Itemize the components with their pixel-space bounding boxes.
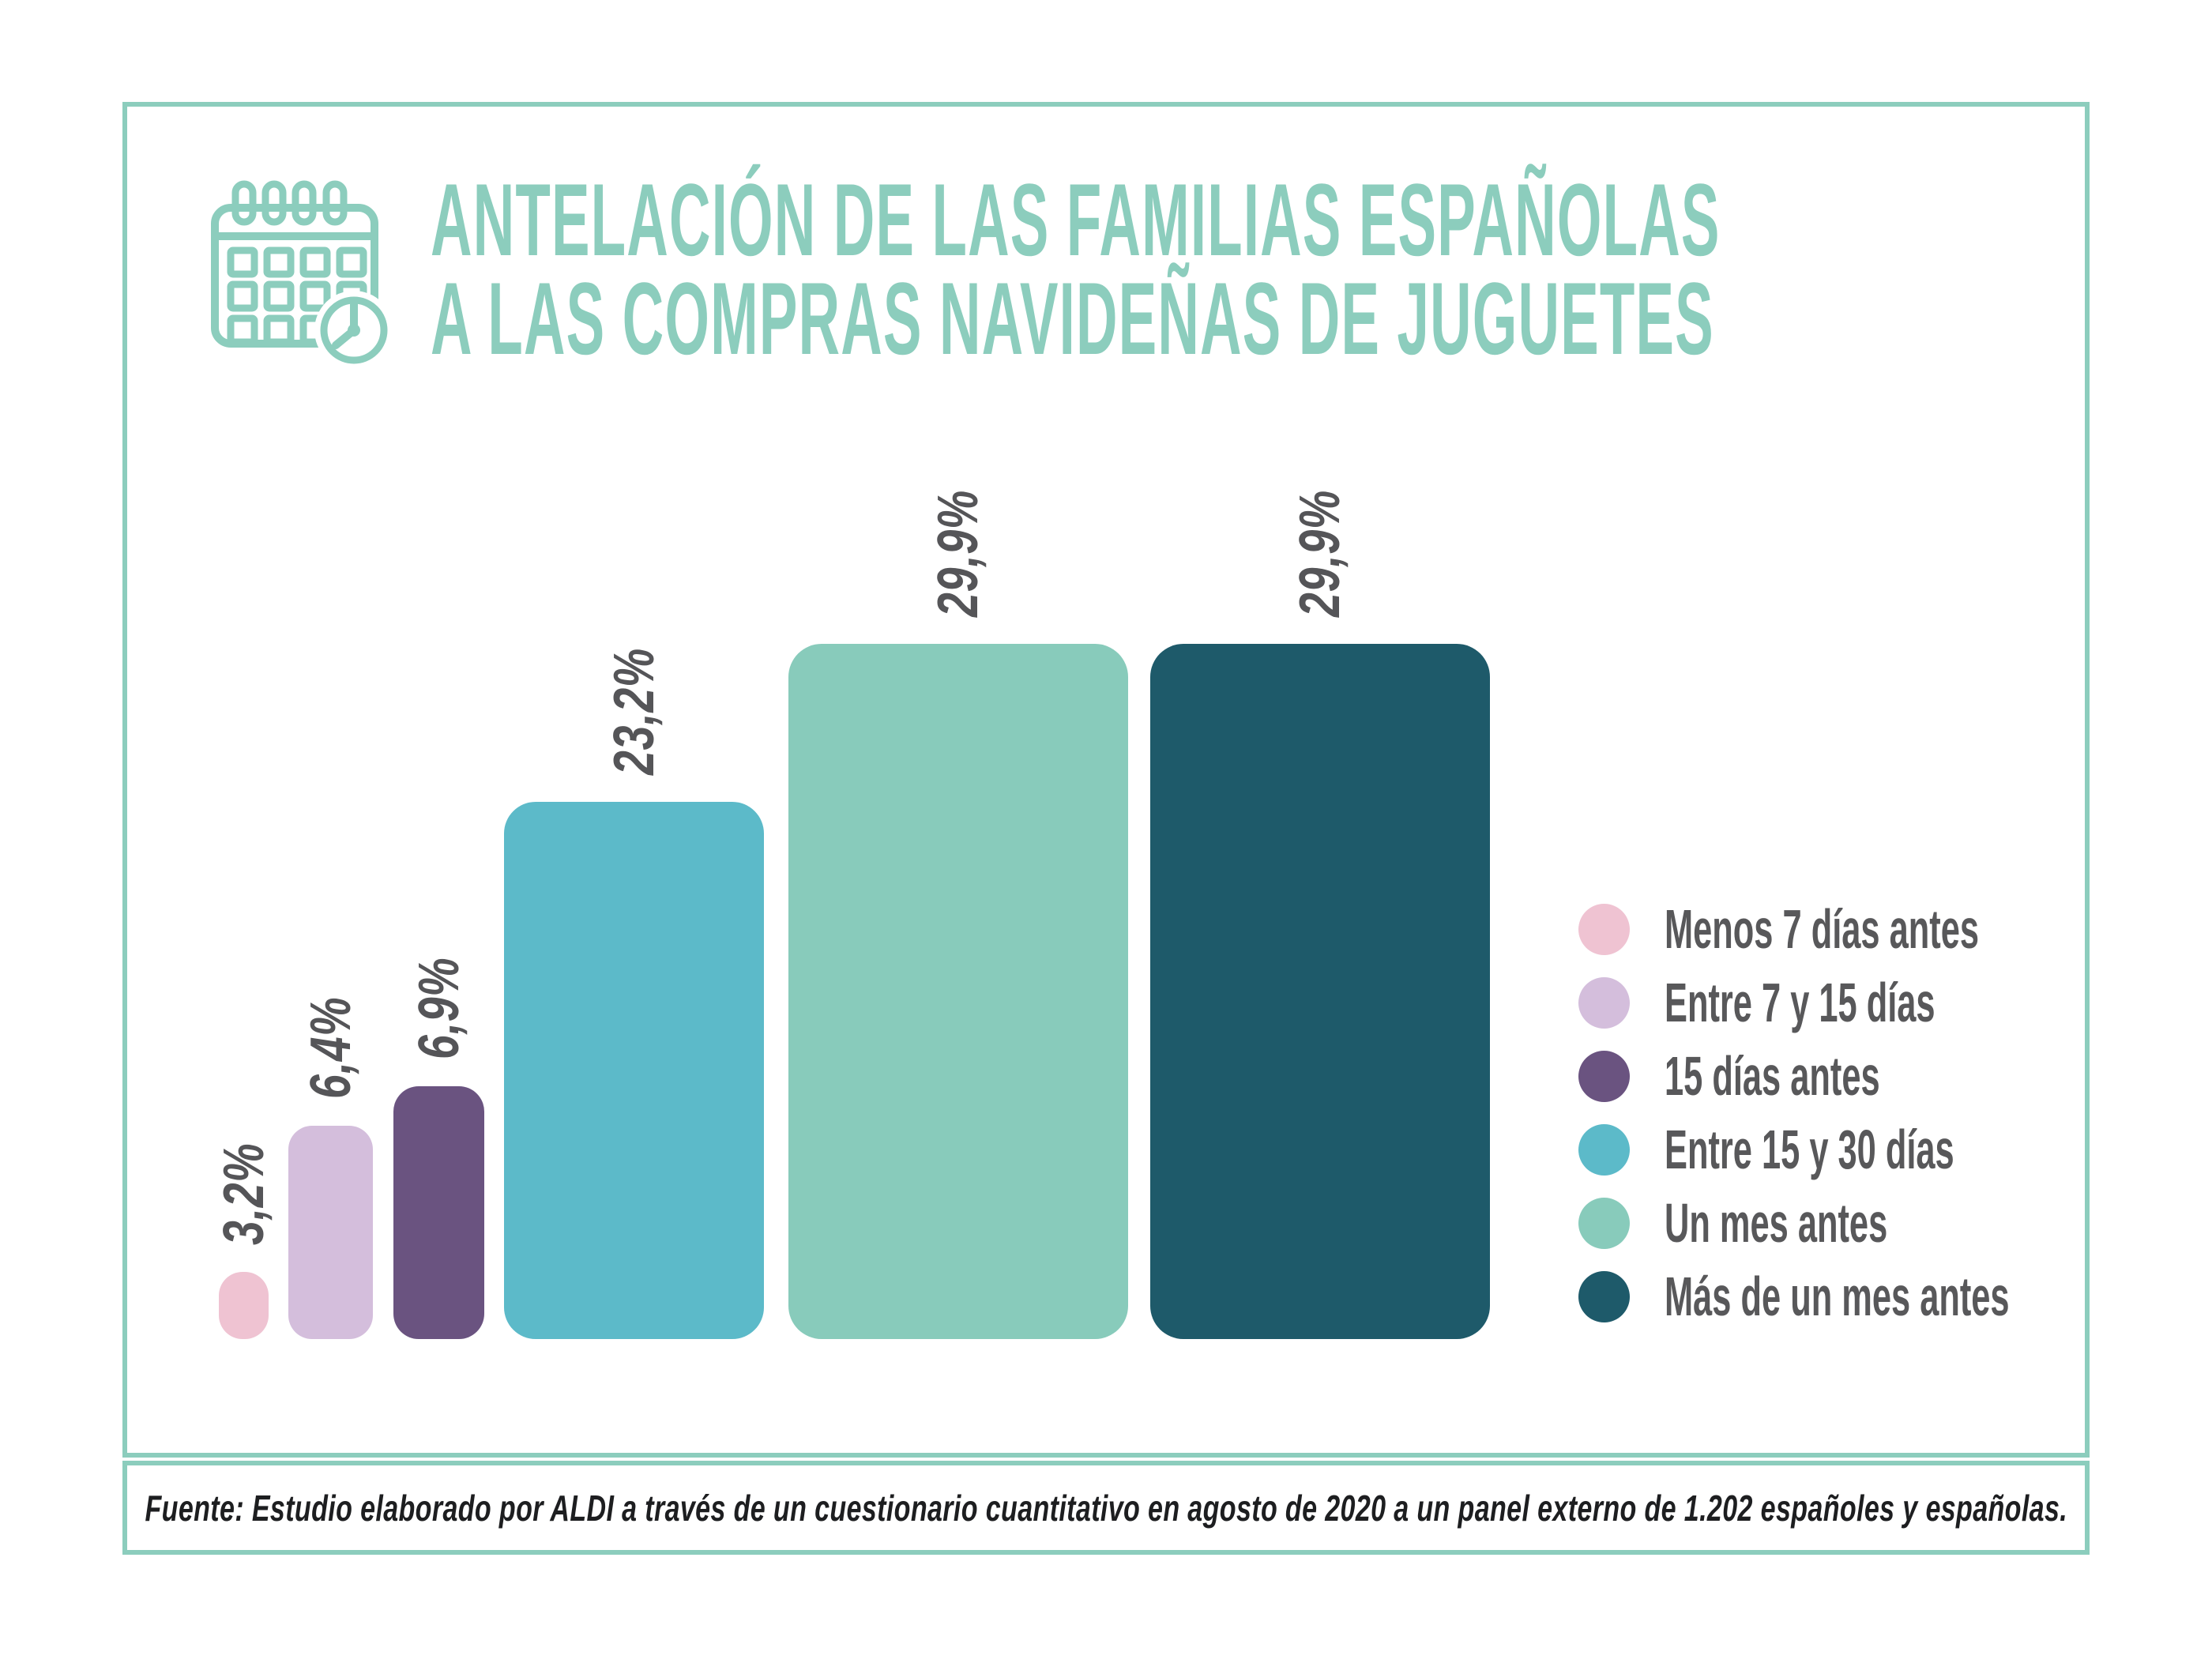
- legend-label-3: Entre 15 y 30 días: [1665, 1119, 1954, 1180]
- bar-3: [504, 802, 764, 1339]
- source-text: Fuente: Estudio elaborado por ALDI a tra…: [145, 1487, 2067, 1529]
- legend-item-1: Entre 7 y 15 días: [1578, 972, 2101, 1033]
- legend-swatch-2: [1578, 1050, 1630, 1102]
- page-title-line-1: ANTELACIÓN DE LAS FAMILIAS ESPAÑOLAS: [431, 162, 1721, 277]
- bar-0: [219, 1272, 269, 1339]
- legend-swatch-1: [1578, 976, 1630, 1029]
- bar-4: [788, 644, 1128, 1339]
- calendar-clock-icon: [211, 180, 393, 367]
- bar-1: [288, 1126, 373, 1339]
- bar-value-label-2: 6,9%: [407, 957, 471, 1059]
- bar-5: [1150, 644, 1490, 1339]
- legend-swatch-5: [1578, 1270, 1630, 1322]
- legend-item-3: Entre 15 y 30 días: [1578, 1119, 2131, 1180]
- source-footer-box: Fuente: Estudio elaborado por ALDI a tra…: [122, 1461, 2090, 1555]
- bar-value-label-4: 29,9%: [927, 489, 990, 617]
- bar-value-label-3: 23,2%: [602, 647, 666, 775]
- legend-label-1: Entre 7 y 15 días: [1665, 972, 1936, 1033]
- legend-item-4: Un mes antes: [1578, 1192, 2024, 1254]
- legend-swatch-3: [1578, 1123, 1630, 1176]
- legend-swatch-0: [1578, 903, 1630, 955]
- chart-frame: [122, 102, 2090, 1458]
- page-title-line-2: A LAS COMPRAS NAVIDEÑAS DE JUGUETES: [431, 261, 1714, 376]
- legend-swatch-4: [1578, 1197, 1630, 1249]
- legend-item-0: Menos 7 días antes: [1578, 898, 2172, 960]
- legend-label-4: Un mes antes: [1665, 1192, 1888, 1254]
- bar-value-label-5: 29,9%: [1288, 489, 1352, 617]
- bar-value-label-1: 6,4%: [299, 996, 363, 1099]
- legend-label-5: Más de un mes antes: [1665, 1266, 2010, 1327]
- legend-item-2: 15 días antes: [1578, 1045, 2012, 1107]
- bar-2: [393, 1086, 484, 1339]
- legend-item-5: Más de un mes antes: [1578, 1266, 2212, 1327]
- legend-label-0: Menos 7 días antes: [1665, 898, 1979, 960]
- legend-label-2: 15 días antes: [1665, 1045, 1880, 1107]
- bar-value-label-0: 3,2%: [212, 1142, 276, 1245]
